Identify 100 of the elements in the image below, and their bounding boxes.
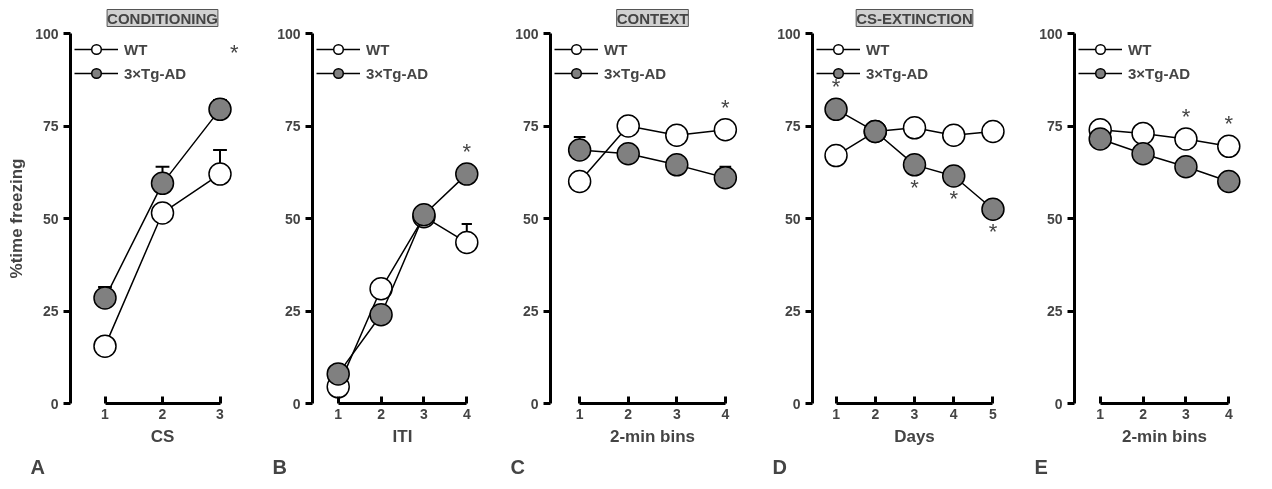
y-tick-label: 75 [284,118,301,134]
text: A [30,455,45,478]
x-tick-label: 2 [158,405,167,422]
y-tick-label: 75 [1046,118,1063,134]
point [616,114,640,138]
x-tick-label: 4 [1224,405,1233,422]
x-tick-label: 1 [832,405,841,422]
legend-label: 3×Tg-AD [124,64,187,82]
legend-label: 3×Tg-AD [1128,64,1191,82]
y-tick-label: 100 [277,25,301,42]
x-tick-label: 2 [624,405,633,422]
x-tick-label: 4 [462,405,471,422]
point [369,277,393,301]
text: E [1034,455,1048,478]
legend-label: 3×Tg-AD [604,64,667,82]
y-tick-label: 50 [784,210,801,227]
x-tick-label: 1 [1096,405,1105,422]
point [713,117,738,142]
y-axis-title: %time freezing [7,158,27,279]
point [455,230,479,255]
legend-label: 3×Tg-AD [366,64,429,82]
y-tick-label: 50 [1046,210,1063,227]
y-tick-label: 100 [35,25,59,42]
text: B [272,455,287,478]
chart-title: CONDITIONING [107,9,218,27]
x-tick-label: 1 [575,405,584,422]
point [150,171,175,196]
legend-label: WT [366,40,390,58]
annotation: * [910,174,920,200]
y-tick-label: 25 [1046,303,1063,319]
point [208,162,232,186]
point [941,123,966,147]
point [369,302,393,327]
point [665,123,689,147]
point [981,119,1005,144]
point [902,153,927,177]
y-tick-label: 75 [784,118,801,134]
point [1217,169,1241,194]
x-tick-label: 3 [420,405,429,422]
x-tick-label: 3 [216,405,225,422]
chart-title: CS-EXTINCTION [856,9,973,27]
y-tick-label: 0 [792,395,801,412]
y-tick-label: 50 [284,210,301,227]
annotation: * [1224,111,1234,137]
y-tick-label: 50 [522,210,539,227]
y-tick-label: 100 [1039,25,1063,42]
text: C [510,455,525,478]
annotation: * [949,185,959,211]
x-axis-title: 2-min bins [610,426,696,446]
point [455,162,479,186]
point [616,142,640,166]
x-axis-title: 2-min bins [1122,426,1208,446]
x-tick-label: 4 [949,405,958,422]
y-tick-label: 25 [42,303,59,319]
legend-label: 3×Tg-AD [866,64,929,82]
point [981,197,1005,221]
legend-label: WT [604,40,628,58]
point [1131,142,1155,166]
x-tick-label: 1 [101,405,110,422]
y-tick-label: 50 [42,210,59,227]
point [567,169,592,194]
x-tick-label: 3 [910,405,919,422]
x-tick-label: 5 [989,405,998,422]
annotation: * [721,94,731,120]
legend-label: WT [1128,40,1152,58]
x-tick-label: 2 [871,405,880,422]
point [824,143,848,168]
annotation: * [1181,103,1191,129]
point [1131,121,1155,146]
point [93,334,117,358]
x-axis-title: Days [894,426,935,446]
y-tick-label: 25 [784,303,801,319]
x-tick-label: 3 [672,405,681,422]
x-tick-label: 3 [1182,405,1191,422]
y-tick-label: 75 [522,118,539,134]
point [208,97,232,122]
y-tick-label: 0 [50,395,59,412]
y-tick-label: 0 [530,395,539,412]
point [1088,127,1112,151]
point [941,164,966,188]
point [326,362,350,386]
legend-label: WT [866,40,890,58]
x-axis-title: CS [150,426,175,446]
annotation: * [831,74,841,100]
point [902,116,927,140]
y-tick-label: 100 [777,25,801,42]
x-tick-label: 2 [1139,405,1148,422]
y-tick-label: 25 [284,303,301,319]
point [150,201,175,225]
x-tick-label: 2 [377,405,386,422]
x-tick-label: 1 [334,405,343,422]
legend-label: WT [124,40,148,58]
annotation: * [988,219,998,245]
y-tick-label: 75 [42,118,59,134]
annotation: * [462,139,472,165]
point [1174,154,1198,179]
point [713,166,738,190]
x-axis-title: ITI [392,426,413,446]
point [824,97,848,122]
text: * [230,39,239,65]
